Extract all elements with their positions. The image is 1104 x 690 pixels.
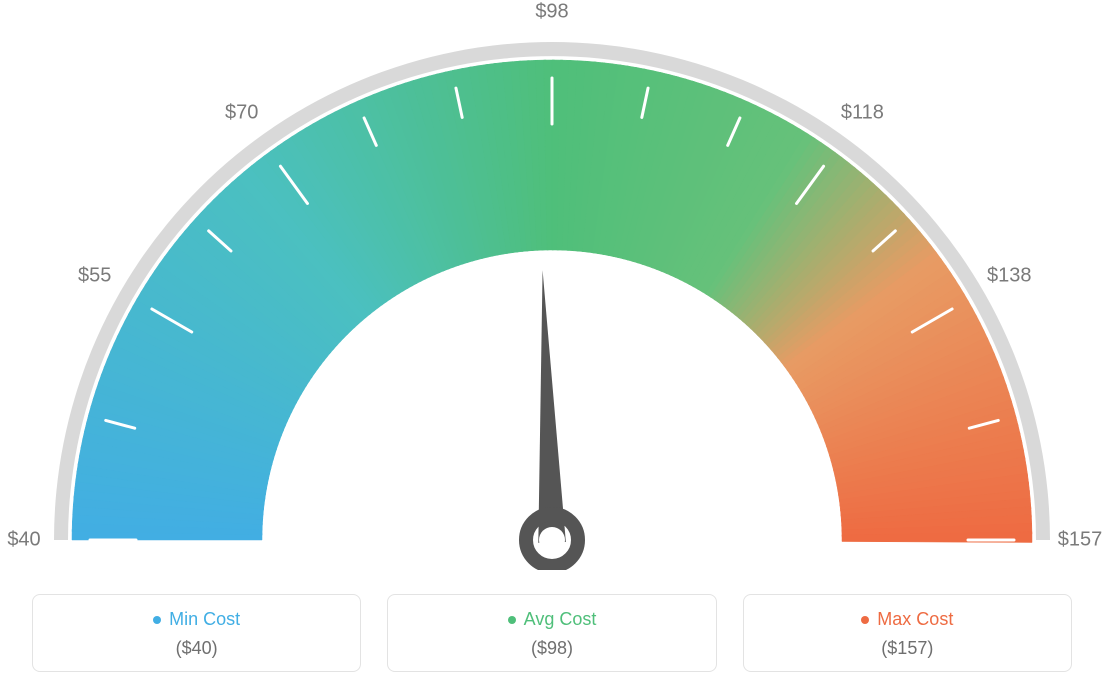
legend-dot-min	[153, 616, 161, 624]
gauge-tick-label: $157	[1058, 529, 1103, 552]
gauge-tick-label: $40	[7, 529, 40, 552]
legend-title-max: Max Cost	[861, 609, 953, 630]
legend-title-avg: Avg Cost	[508, 609, 597, 630]
legend-label-max: Max Cost	[877, 609, 953, 630]
cost-gauge-chart: $40 $55 $70 $98 $118 $138 $157 Min Cost ($40) …	[0, 0, 1104, 690]
gauge-svg	[0, 0, 1104, 570]
legend-label-min: Min Cost	[169, 609, 240, 630]
legend-card-min: Min Cost ($40)	[32, 594, 361, 672]
legend-value-max: ($157)	[754, 638, 1061, 659]
legend-value-min: ($40)	[43, 638, 350, 659]
gauge-tick-label: $98	[535, 1, 568, 24]
legend-title-min: Min Cost	[153, 609, 240, 630]
legend-label-avg: Avg Cost	[524, 609, 597, 630]
gauge-tick-label: $138	[987, 265, 1032, 288]
legend-card-max: Max Cost ($157)	[743, 594, 1072, 672]
gauge-needle-hub-inner	[539, 527, 565, 553]
gauge-needle	[538, 270, 566, 543]
gauge-tick-label: $70	[225, 101, 258, 124]
legend-row: Min Cost ($40) Avg Cost ($98) Max Cost (…	[32, 594, 1072, 672]
legend-card-avg: Avg Cost ($98)	[387, 594, 716, 672]
gauge-area: $40 $55 $70 $98 $118 $138 $157	[0, 0, 1104, 570]
legend-value-avg: ($98)	[398, 638, 705, 659]
gauge-tick-label: $55	[78, 265, 111, 288]
legend-dot-avg	[508, 616, 516, 624]
gauge-tick-label: $118	[841, 101, 884, 124]
legend-dot-max	[861, 616, 869, 624]
